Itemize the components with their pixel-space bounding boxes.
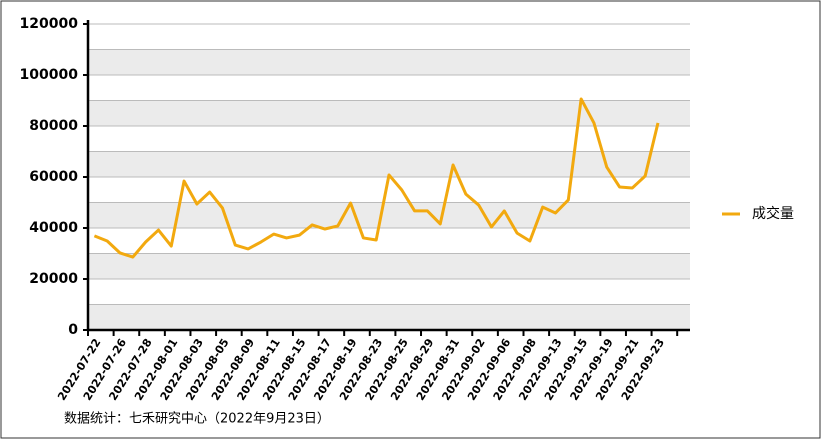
line-series	[93, 97, 660, 259]
y-tick-label: 20000	[29, 271, 78, 287]
grid-band	[88, 253, 690, 279]
y-tick-label: 80000	[29, 118, 78, 134]
source-note: 数据统计：七禾研究中心（2022年9月23日）	[64, 412, 330, 427]
y-tick-label: 40000	[29, 220, 78, 236]
y-tick-label: 0	[68, 322, 78, 338]
y-tick-label: 120000	[20, 16, 79, 32]
grid-band	[88, 202, 690, 228]
grid-band	[88, 151, 690, 177]
grid-band	[88, 49, 690, 75]
grid-band	[88, 304, 690, 330]
y-tick-label: 60000	[29, 169, 78, 185]
y-tick-label: 100000	[20, 67, 79, 83]
grid-band	[88, 100, 690, 126]
legend-label: 成交量	[752, 205, 794, 222]
